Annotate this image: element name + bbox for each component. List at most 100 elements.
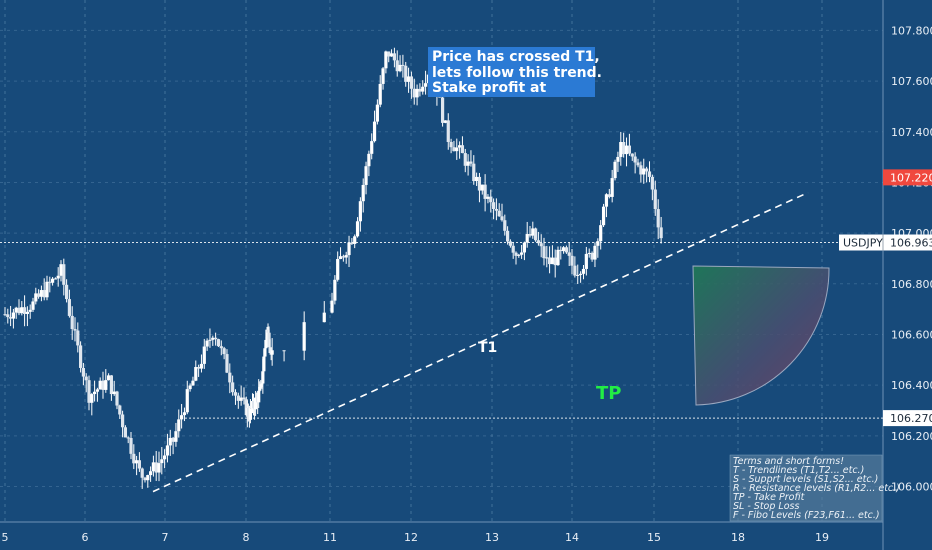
candle-body bbox=[267, 332, 271, 348]
candle-body bbox=[522, 242, 526, 253]
candle-body bbox=[642, 168, 646, 175]
candle-body bbox=[265, 329, 269, 340]
candle-body bbox=[42, 290, 46, 298]
candle-body bbox=[126, 437, 130, 439]
candle-body bbox=[137, 460, 141, 469]
candle-body bbox=[34, 293, 38, 302]
candle-body bbox=[353, 236, 357, 244]
candle-body bbox=[639, 165, 643, 175]
candle-body bbox=[645, 168, 649, 172]
candle-body bbox=[590, 252, 594, 260]
candle-body bbox=[387, 51, 391, 57]
trendline-t1[interactable] bbox=[152, 191, 809, 493]
price-tick-label: 106.600 bbox=[891, 328, 932, 341]
candle-body bbox=[129, 438, 133, 454]
candle-body bbox=[214, 337, 218, 340]
date-tick-label: 11 bbox=[323, 531, 337, 544]
candle-body bbox=[262, 356, 266, 372]
candle-body bbox=[25, 311, 29, 314]
candle-body bbox=[633, 156, 637, 163]
candle-body bbox=[6, 314, 10, 318]
trendline-label: T1 bbox=[478, 340, 497, 356]
candle-body bbox=[347, 242, 351, 256]
candle-body bbox=[62, 264, 66, 285]
candle-body bbox=[151, 462, 155, 472]
candle-body bbox=[132, 453, 136, 464]
projection-fan[interactable] bbox=[692, 265, 830, 406]
candle-body bbox=[398, 64, 402, 72]
candle-body bbox=[384, 51, 388, 69]
candle-body bbox=[135, 460, 139, 464]
candle-body bbox=[406, 76, 411, 82]
price-tick-label: 106.800 bbox=[891, 278, 932, 291]
candle-body bbox=[514, 252, 518, 256]
candle-body bbox=[180, 415, 184, 420]
candle-body bbox=[486, 196, 490, 199]
candle-body bbox=[146, 475, 150, 481]
candle-body bbox=[242, 397, 246, 400]
candle-body bbox=[601, 206, 606, 226]
candle-body bbox=[440, 97, 445, 123]
candle-body bbox=[534, 228, 538, 241]
candle-body bbox=[28, 309, 32, 312]
candle-body bbox=[168, 437, 172, 446]
candle-body bbox=[231, 382, 235, 393]
candle-body bbox=[350, 242, 354, 244]
candle-body bbox=[20, 307, 24, 314]
candle-body bbox=[67, 299, 71, 316]
candle-body bbox=[244, 399, 248, 416]
annotation-line-2: lets follow this trend. bbox=[432, 65, 602, 81]
candle-body bbox=[98, 380, 102, 390]
candle-body bbox=[458, 145, 462, 148]
candle-body bbox=[76, 330, 80, 346]
candle-body bbox=[338, 256, 343, 259]
candle-body bbox=[333, 279, 337, 301]
candle-body bbox=[381, 68, 385, 84]
candle-body bbox=[302, 322, 306, 351]
candle-body bbox=[550, 257, 554, 265]
candle-body bbox=[73, 329, 77, 331]
candle-body bbox=[483, 184, 487, 199]
candle-body bbox=[370, 141, 374, 154]
candles bbox=[3, 47, 663, 489]
candle-body bbox=[607, 194, 611, 197]
candle-body bbox=[211, 337, 215, 340]
candle-body bbox=[653, 189, 657, 210]
candle-body bbox=[593, 245, 597, 260]
candle-body bbox=[246, 407, 250, 418]
candle-body bbox=[163, 455, 167, 460]
candle-body bbox=[452, 147, 456, 152]
candle-body bbox=[477, 176, 482, 191]
candle-body bbox=[95, 389, 99, 392]
candle-body bbox=[191, 380, 195, 386]
time-axis[interactable]: 5 6 7 8 11 12 13 14 15 18 19 bbox=[2, 531, 830, 544]
date-tick-label: 7 bbox=[162, 531, 169, 544]
candle-body bbox=[573, 265, 577, 276]
candle-body bbox=[202, 346, 206, 364]
candle-body bbox=[630, 153, 634, 157]
candle-body bbox=[177, 419, 181, 432]
candle-body bbox=[443, 120, 448, 123]
date-tick-label: 8 bbox=[243, 531, 250, 544]
candle-body bbox=[121, 414, 125, 428]
candle-body bbox=[622, 142, 626, 155]
annotation-note[interactable]: Price has crossed T1, lets follow this t… bbox=[428, 47, 602, 97]
candle-body bbox=[208, 339, 212, 341]
date-tick-label: 5 bbox=[2, 531, 9, 544]
candle-body bbox=[520, 252, 524, 255]
date-tick-label: 6 bbox=[82, 531, 89, 544]
symbol-label: USDJPY bbox=[843, 237, 883, 250]
candle-body bbox=[531, 228, 535, 236]
target-price-text: 106.270 bbox=[890, 412, 932, 425]
candle-body bbox=[372, 121, 377, 142]
candle-body bbox=[53, 278, 57, 280]
candle-body bbox=[31, 301, 35, 310]
candle-body bbox=[545, 257, 549, 259]
candle-body bbox=[570, 255, 574, 266]
candle-body bbox=[37, 293, 41, 297]
price-tick-label: 106.200 bbox=[891, 430, 932, 443]
candle-body bbox=[228, 372, 232, 383]
candle-body bbox=[536, 240, 540, 244]
